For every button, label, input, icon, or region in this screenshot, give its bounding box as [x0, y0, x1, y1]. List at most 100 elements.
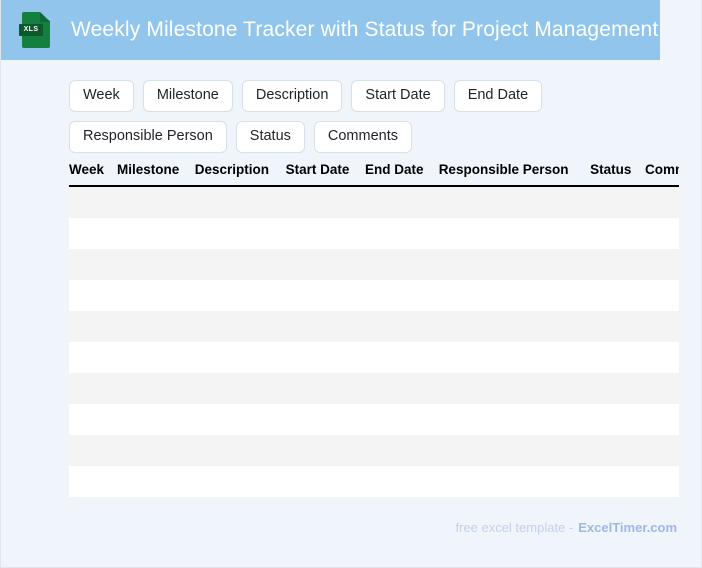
table-row[interactable]	[69, 466, 679, 497]
table-cell[interactable]	[117, 435, 195, 466]
table-cell[interactable]	[69, 249, 118, 280]
table-cell[interactable]	[285, 404, 366, 435]
table-cell[interactable]	[644, 466, 679, 497]
table-cell[interactable]	[590, 435, 645, 466]
table-cell[interactable]	[285, 186, 366, 218]
table-cell[interactable]	[438, 218, 591, 249]
table-cell[interactable]	[438, 435, 591, 466]
table-cell[interactable]	[438, 280, 591, 311]
table-cell[interactable]	[590, 311, 645, 342]
table-cell[interactable]	[438, 186, 591, 218]
table-cell[interactable]	[644, 435, 679, 466]
field-button-responsible-person[interactable]: Responsible Person	[69, 121, 227, 153]
table-cell[interactable]	[590, 280, 645, 311]
table-cell[interactable]	[590, 404, 645, 435]
table-cell[interactable]	[365, 311, 439, 342]
table-cell[interactable]	[69, 435, 118, 466]
field-button-end-date[interactable]: End Date	[453, 80, 543, 112]
table-cell[interactable]	[194, 280, 286, 311]
table-cell[interactable]	[438, 311, 591, 342]
table-cell[interactable]	[590, 249, 645, 280]
table-cell[interactable]	[194, 311, 286, 342]
table-column-header-milestone: Milestone	[117, 160, 195, 187]
table-cell[interactable]	[194, 373, 286, 404]
table-row[interactable]	[69, 404, 679, 435]
table-cell[interactable]	[117, 280, 195, 311]
table-cell[interactable]	[285, 218, 366, 249]
table-cell[interactable]	[590, 373, 645, 404]
field-button-week[interactable]: Week	[69, 80, 134, 112]
table-cell[interactable]	[438, 373, 591, 404]
table-cell[interactable]	[117, 311, 195, 342]
table-cell[interactable]	[365, 466, 439, 497]
table-cell[interactable]	[590, 342, 645, 373]
table-cell[interactable]	[438, 466, 591, 497]
table-cell[interactable]	[365, 249, 439, 280]
table-cell[interactable]	[644, 311, 679, 342]
table-cell[interactable]	[644, 342, 679, 373]
field-button-status[interactable]: Status	[235, 121, 305, 153]
table-cell[interactable]	[69, 404, 118, 435]
table-cell[interactable]	[285, 373, 366, 404]
table-row[interactable]	[69, 186, 679, 218]
table-cell[interactable]	[365, 218, 439, 249]
field-button-comments[interactable]: Comments	[313, 121, 412, 153]
table-cell[interactable]	[194, 218, 286, 249]
table-cell[interactable]	[194, 186, 286, 218]
table-cell[interactable]	[69, 373, 118, 404]
table-row[interactable]	[69, 373, 679, 404]
table-row[interactable]	[69, 249, 679, 280]
table-cell[interactable]	[69, 311, 118, 342]
table-cell[interactable]	[365, 342, 439, 373]
table-cell[interactable]	[117, 373, 195, 404]
table-cell[interactable]	[590, 186, 645, 218]
table-cell[interactable]	[644, 249, 679, 280]
footer-brand-link[interactable]: ExcelTimer.com	[578, 520, 677, 535]
table-cell[interactable]	[69, 186, 118, 218]
table-cell[interactable]	[644, 186, 679, 218]
table-cell[interactable]	[69, 218, 118, 249]
table-row[interactable]	[69, 311, 679, 342]
table-cell[interactable]	[117, 186, 195, 218]
table-cell[interactable]	[365, 404, 439, 435]
table-cell[interactable]	[117, 466, 195, 497]
table-cell[interactable]	[194, 249, 286, 280]
table-cell[interactable]	[644, 280, 679, 311]
field-button-description[interactable]: Description	[241, 80, 343, 112]
table-cell[interactable]	[285, 342, 366, 373]
table-cell[interactable]	[117, 218, 195, 249]
table-cell[interactable]	[117, 249, 195, 280]
table-cell[interactable]	[117, 342, 195, 373]
table-cell[interactable]	[438, 404, 591, 435]
table-cell[interactable]	[285, 249, 366, 280]
table-cell[interactable]	[285, 280, 366, 311]
table-cell[interactable]	[644, 404, 679, 435]
table-cell[interactable]	[69, 466, 118, 497]
table-cell[interactable]	[69, 280, 118, 311]
table-cell[interactable]	[644, 218, 679, 249]
table-cell[interactable]	[590, 218, 645, 249]
table-cell[interactable]	[194, 466, 286, 497]
table-cell[interactable]	[285, 435, 366, 466]
field-button-start-date[interactable]: Start Date	[351, 80, 445, 112]
table-row[interactable]	[69, 435, 679, 466]
field-button-milestone[interactable]: Milestone	[142, 80, 233, 112]
table-row[interactable]	[69, 218, 679, 249]
table-cell[interactable]	[365, 186, 439, 218]
table-cell[interactable]	[194, 435, 286, 466]
table-cell[interactable]	[285, 466, 366, 497]
table-cell[interactable]	[69, 342, 118, 373]
table-cell[interactable]	[365, 373, 439, 404]
table-cell[interactable]	[438, 342, 591, 373]
table-cell[interactable]	[438, 249, 591, 280]
table-cell[interactable]	[644, 373, 679, 404]
table-cell[interactable]	[117, 404, 195, 435]
table-cell[interactable]	[285, 311, 366, 342]
table-cell[interactable]	[194, 342, 286, 373]
table-row[interactable]	[69, 280, 679, 311]
table-cell[interactable]	[365, 280, 439, 311]
table-cell[interactable]	[590, 466, 645, 497]
table-cell[interactable]	[194, 404, 286, 435]
table-cell[interactable]	[365, 435, 439, 466]
table-row[interactable]	[69, 342, 679, 373]
